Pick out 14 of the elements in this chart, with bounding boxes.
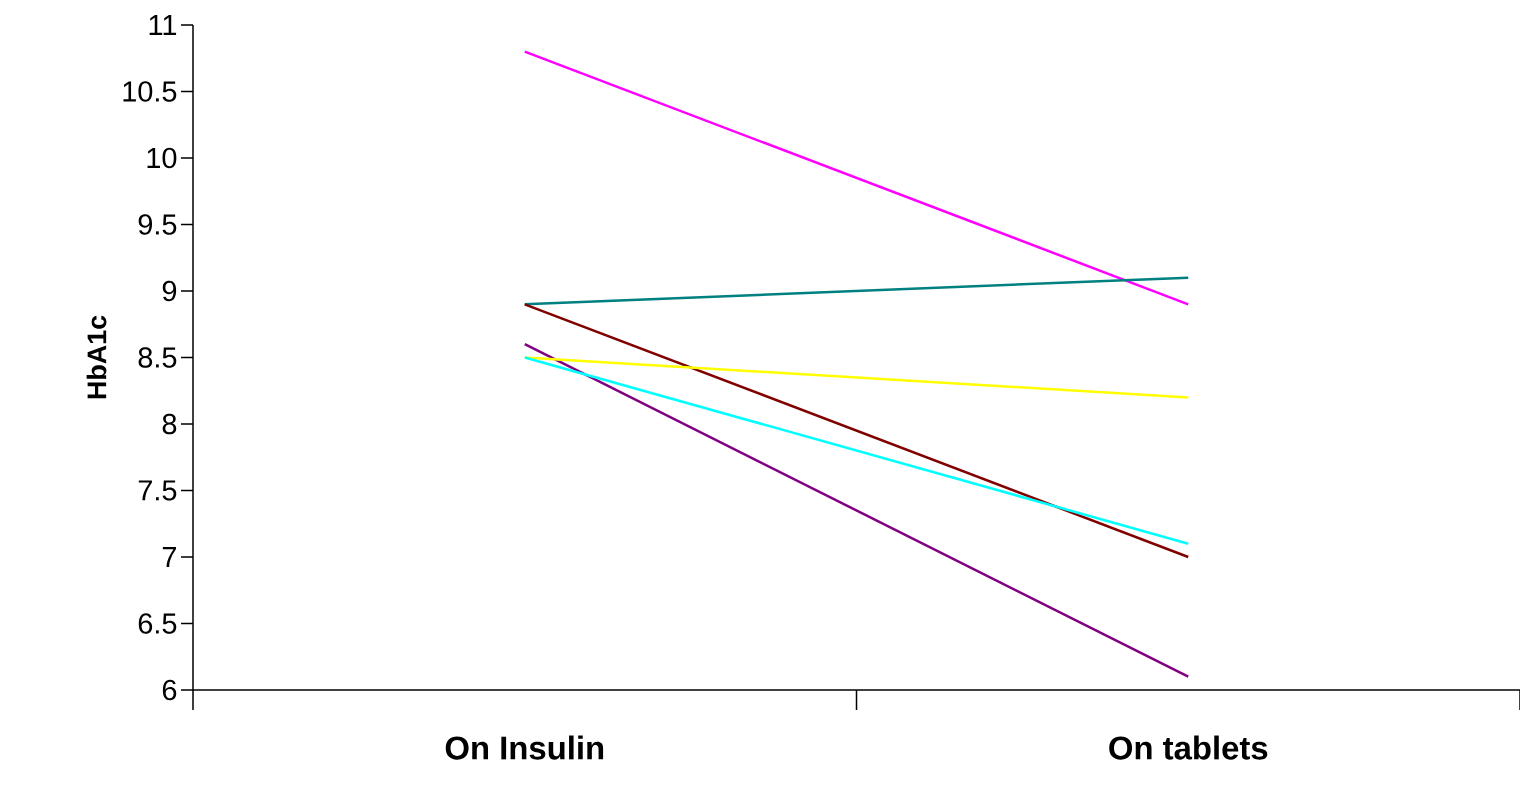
y-tick-label: 7.5 (138, 480, 177, 501)
x-tick-label: On Insulin (445, 735, 604, 760)
y-tick-label: 9.5 (138, 214, 177, 235)
y-tick-label: 10 (147, 147, 177, 169)
x-tick-label: On tablets (1109, 735, 1268, 760)
y-tick-label: 8 (162, 413, 177, 435)
y-axis-title: HbA1c (86, 315, 107, 399)
y-tick-label: 11 (149, 15, 177, 35)
y-tick-label: 7 (162, 547, 177, 567)
y-tick-label: 9 (162, 280, 177, 302)
y-tick-label: 6 (162, 679, 177, 701)
y-tick-label: 8.5 (138, 347, 177, 368)
y-tick-label: 6.5 (138, 613, 177, 634)
y-tick-label: 10.5 (123, 81, 177, 102)
